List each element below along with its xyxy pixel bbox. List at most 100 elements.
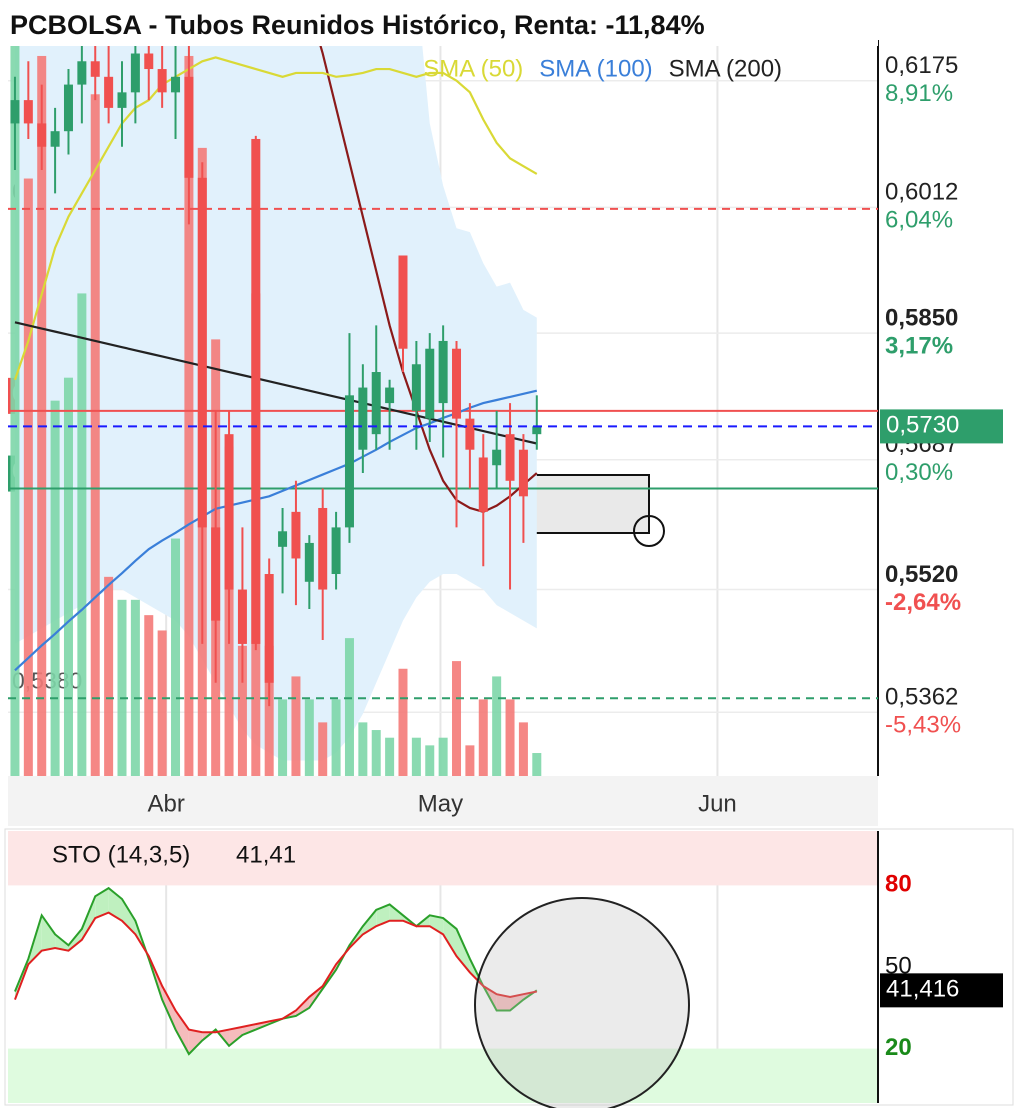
sto-plot [8, 831, 878, 1103]
candle-body [438, 340, 448, 404]
annotation-handle [633, 515, 665, 547]
volume-bar [344, 638, 354, 776]
sto-fill [429, 915, 444, 935]
volume-bar [438, 737, 448, 776]
y-tick-label: 0,6175 [885, 52, 958, 79]
candle-body [237, 589, 247, 644]
volume-bar [492, 676, 502, 776]
candle-body [117, 92, 127, 108]
sto-line [14, 886, 538, 1056]
candle-body [184, 76, 194, 178]
volume-bar [398, 668, 408, 776]
volume-bar [90, 94, 100, 776]
candle-body [452, 348, 462, 419]
sto-line [14, 911, 537, 1034]
volume-bar [50, 400, 60, 776]
sto-fill [188, 1029, 203, 1055]
candle-body [104, 76, 114, 108]
title-bg [0, 4, 878, 46]
price-plot [8, 10, 878, 776]
volume-bar [518, 722, 528, 776]
candle-body [144, 53, 154, 70]
candle-body [224, 434, 234, 590]
sto-fill [122, 899, 136, 935]
sto-fill [456, 928, 470, 973]
candle-body [291, 511, 301, 559]
volume-bar [478, 699, 488, 776]
volume-bar [304, 699, 314, 776]
candle-body [304, 542, 314, 582]
candle-body [398, 255, 408, 349]
last-price-box [880, 409, 1003, 444]
bollinger-band [14, 10, 537, 761]
sto-fill [389, 904, 403, 921]
volume-bar [291, 676, 301, 776]
volume-bar [385, 737, 395, 776]
sto-frame [4, 828, 1014, 1106]
candle-body [532, 426, 542, 435]
sma-line [309, 10, 538, 514]
chart-title: PCBOLSA - Tubos Reunidos Histórico, Rent… [10, 10, 705, 40]
candle-body [478, 457, 488, 512]
candle-body [492, 449, 502, 466]
volume-bar [264, 645, 274, 776]
volume-bar [411, 737, 421, 776]
candle-body [63, 84, 73, 132]
x-tick-label: Jun [698, 790, 737, 817]
sto-fill [162, 986, 176, 1030]
sto-fill [55, 934, 69, 951]
volume-bar [130, 599, 140, 776]
candle-body [518, 449, 528, 497]
candle-body [358, 387, 368, 450]
x-tick-label: May [418, 790, 463, 817]
candle-body [211, 527, 221, 621]
volume-bar [452, 661, 462, 776]
volume-bar [171, 538, 181, 776]
volume-bar [237, 645, 247, 776]
sto-fill [175, 1010, 189, 1055]
candle-body [278, 531, 288, 547]
y-tick-label: 0,5362 [885, 684, 958, 711]
volume-bar [505, 699, 515, 776]
sma-line [14, 389, 538, 672]
candle-body [251, 138, 261, 644]
volume-bar [144, 615, 154, 776]
sto-fill [510, 994, 524, 1011]
volume-bar [278, 699, 288, 776]
oversold-zone [8, 1048, 878, 1103]
volume-bar [318, 722, 328, 776]
candle-body [23, 100, 33, 124]
sto-fill [229, 1026, 243, 1046]
volume-bar [104, 576, 114, 776]
candle-body [264, 574, 274, 683]
candle-body [171, 76, 181, 93]
sto-fill [95, 888, 109, 919]
volume-bar [371, 730, 381, 776]
sto-title: STO (14,3,5) [52, 841, 190, 868]
sma-line [13, 56, 538, 381]
overlay: PCBOLSA - Tubos Reunidos Histórico, Rent… [0, 4, 878, 46]
candle-body [505, 434, 515, 481]
candle-body [385, 387, 395, 404]
sto-fill [443, 918, 457, 957]
legend-entry: SMA (100) [539, 55, 652, 82]
y-tick-change: -5,43% [885, 712, 961, 739]
volume-bar [37, 55, 47, 776]
volume-bar [10, 32, 20, 776]
volume-bar [77, 293, 87, 776]
x-axis-strip [8, 776, 878, 826]
y-tick-change: -2,64% [885, 589, 961, 616]
volume-bar [358, 722, 368, 776]
y-tick-change: 6,04% [885, 207, 953, 234]
candle-body [77, 61, 87, 85]
y-tick-label: 0,5520 [885, 561, 958, 588]
candle-body [37, 123, 47, 147]
volume-bar [532, 753, 542, 776]
volume-bar [63, 377, 73, 776]
sto-fill [496, 994, 511, 1011]
y-tick-change: 3,17% [885, 333, 953, 360]
sto-fill [376, 904, 390, 927]
y-tick-label: 20 [885, 1034, 912, 1061]
